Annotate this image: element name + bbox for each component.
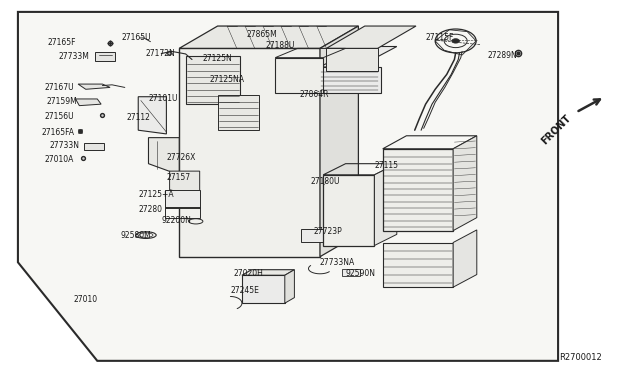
Text: 27180U: 27180U	[310, 177, 340, 186]
Text: 27010: 27010	[74, 295, 98, 304]
Text: 92590N: 92590N	[346, 269, 376, 278]
Text: 27733NA: 27733NA	[320, 258, 355, 267]
Text: 27157: 27157	[166, 173, 191, 182]
Polygon shape	[84, 143, 104, 150]
Text: 27188U: 27188U	[266, 41, 295, 50]
Text: 27289N: 27289N	[488, 51, 517, 60]
Polygon shape	[453, 136, 477, 231]
Text: 27280: 27280	[138, 205, 163, 214]
Text: 27723P: 27723P	[314, 227, 342, 236]
Text: 27865M: 27865M	[246, 30, 277, 39]
Text: 27010A: 27010A	[45, 155, 74, 164]
Text: R2700012: R2700012	[559, 353, 602, 362]
Text: 27733N: 27733N	[50, 141, 80, 150]
Text: 27245E: 27245E	[230, 286, 259, 295]
Circle shape	[452, 39, 460, 43]
Text: 27115F: 27115F	[426, 33, 454, 42]
Text: 27733M: 27733M	[59, 52, 90, 61]
Text: 27167U: 27167U	[45, 83, 74, 92]
Bar	[383, 149, 453, 231]
Polygon shape	[320, 46, 397, 67]
Bar	[186, 56, 240, 104]
Polygon shape	[374, 164, 397, 246]
Text: 27165U: 27165U	[122, 33, 151, 42]
Text: 27156U: 27156U	[45, 112, 74, 121]
Polygon shape	[453, 230, 477, 287]
Polygon shape	[138, 97, 166, 134]
Bar	[275, 58, 323, 93]
Text: 92200N: 92200N	[161, 216, 191, 225]
Bar	[165, 190, 200, 208]
Bar	[342, 269, 360, 276]
Bar	[165, 207, 200, 218]
Polygon shape	[18, 12, 558, 361]
Text: 27172N: 27172N	[146, 49, 175, 58]
Polygon shape	[170, 171, 200, 197]
Bar	[326, 48, 378, 71]
Bar	[323, 175, 374, 246]
Bar	[218, 95, 259, 130]
Bar	[242, 275, 285, 303]
Polygon shape	[320, 26, 358, 257]
Text: 92580M: 92580M	[120, 231, 151, 240]
Polygon shape	[179, 26, 358, 48]
Polygon shape	[148, 138, 179, 175]
Polygon shape	[326, 26, 416, 48]
Bar	[179, 48, 320, 257]
Text: 27159M: 27159M	[46, 97, 77, 106]
Polygon shape	[95, 52, 115, 61]
Bar	[301, 229, 326, 242]
Polygon shape	[76, 99, 101, 106]
Bar	[383, 243, 453, 287]
Text: FRONT: FRONT	[540, 113, 573, 147]
Text: 27020H: 27020H	[234, 269, 264, 278]
Text: 27864R: 27864R	[300, 90, 329, 99]
Text: 27125+A: 27125+A	[138, 190, 174, 199]
Text: 27112: 27112	[127, 113, 150, 122]
Polygon shape	[285, 270, 294, 303]
Text: 27101U: 27101U	[148, 94, 178, 103]
Text: 27115: 27115	[374, 161, 398, 170]
Text: 27125NA: 27125NA	[210, 75, 245, 84]
Text: 27165F: 27165F	[48, 38, 77, 47]
Bar	[320, 67, 381, 93]
Polygon shape	[242, 270, 294, 275]
Text: 27165FA: 27165FA	[42, 128, 75, 137]
Text: 27726X: 27726X	[166, 153, 196, 162]
Polygon shape	[78, 84, 110, 89]
Text: 27125N: 27125N	[202, 54, 232, 62]
